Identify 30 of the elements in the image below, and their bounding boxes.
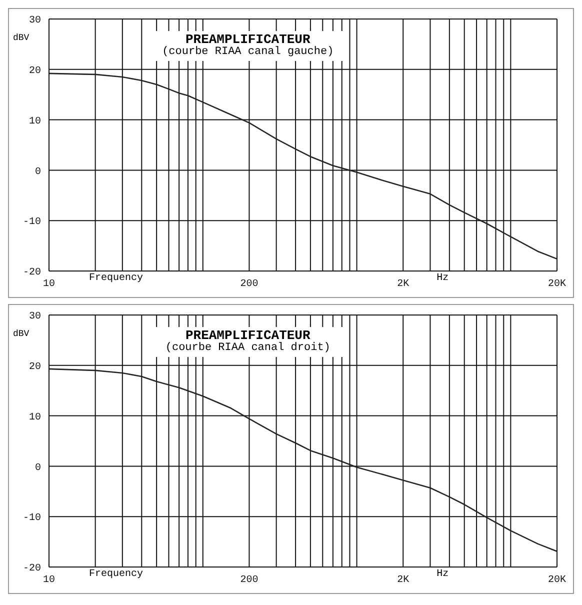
text: Hz xyxy=(436,273,449,284)
y-tick-label: 30 xyxy=(28,16,41,27)
x-tick-label: 10 xyxy=(42,575,56,586)
y-tick-label: -20 xyxy=(22,564,41,575)
x-tick-label: 2K xyxy=(397,279,410,290)
y-tick-label: 30 xyxy=(28,312,41,323)
y-axis-title: dBV xyxy=(13,33,30,43)
x-tick-label: 200 xyxy=(240,279,258,290)
x-tick-label: 200 xyxy=(240,575,258,586)
x-tick-label: 20K xyxy=(548,575,566,586)
y-tick-label: -10 xyxy=(22,513,41,524)
text: PREAMPLIFICATEUR xyxy=(185,32,310,47)
y-tick-label: 10 xyxy=(28,116,41,128)
y-tick-label: 0 xyxy=(34,166,41,178)
x-tick-label: 2K xyxy=(397,575,410,586)
y-tick-label: 10 xyxy=(28,412,41,424)
x-axis-title: Frequency xyxy=(89,273,144,284)
y-tick-label: 0 xyxy=(34,462,41,474)
y-tick-label: -10 xyxy=(22,217,41,228)
text: (courbe RIAA canal droit) xyxy=(165,342,330,354)
x-tick-label: 10 xyxy=(42,279,56,290)
text: Hz xyxy=(436,569,449,580)
text: PREAMPLIFICATEUR xyxy=(185,328,310,343)
y-tick-label: 20 xyxy=(28,362,41,373)
x-axis-title: Frequency xyxy=(89,569,144,580)
text: (courbe RIAA canal gauche) xyxy=(162,46,334,58)
y-axis-title: dBV xyxy=(13,329,30,339)
y-tick-label: 20 xyxy=(28,66,41,77)
y-tick-label: -20 xyxy=(22,268,41,279)
x-tick-label: 20K xyxy=(548,279,566,290)
